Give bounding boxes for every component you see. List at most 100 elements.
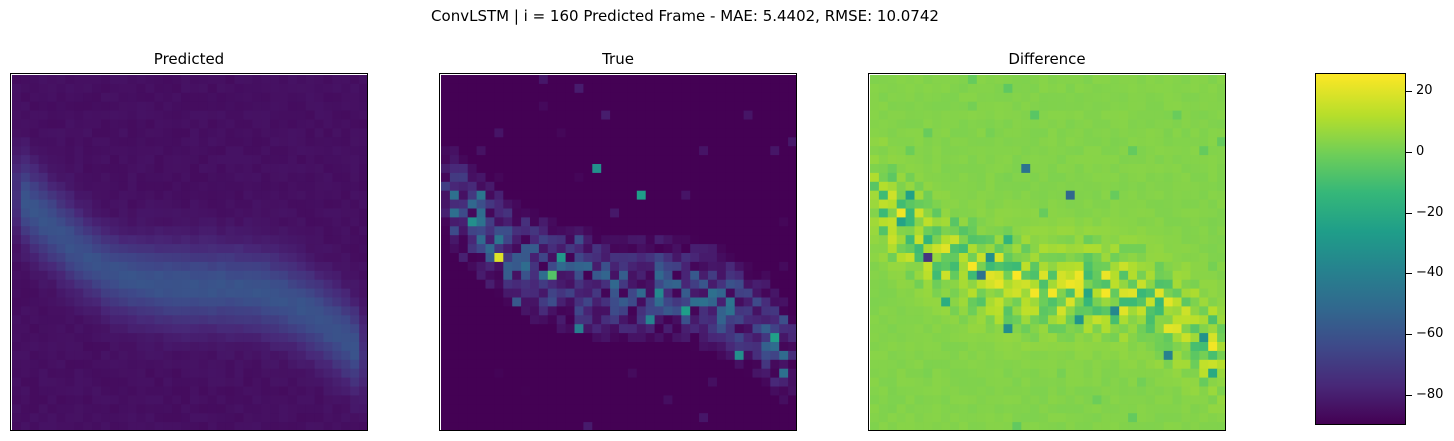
difference-cell bbox=[1190, 279, 1200, 289]
true-cell bbox=[610, 172, 620, 183]
true-cell bbox=[734, 110, 744, 120]
difference-cell bbox=[1012, 359, 1022, 370]
predicted-cell bbox=[216, 261, 226, 272]
difference-cell bbox=[1039, 137, 1049, 147]
true-cell bbox=[485, 297, 495, 307]
predicted-cell bbox=[38, 199, 48, 209]
predicted-cell bbox=[359, 422, 367, 430]
predicted-cell bbox=[287, 333, 298, 343]
difference-cell bbox=[985, 368, 995, 378]
predicted-cell bbox=[270, 404, 280, 414]
predicted-cell bbox=[279, 306, 289, 316]
predicted-cell bbox=[65, 92, 75, 103]
predicted-cell bbox=[145, 155, 155, 165]
difference-cell bbox=[994, 342, 1004, 352]
true-cell bbox=[521, 137, 531, 147]
difference-cell bbox=[870, 75, 880, 85]
predicted-cell bbox=[296, 350, 307, 361]
difference-cell bbox=[941, 395, 951, 405]
true-cell bbox=[654, 164, 664, 174]
predicted-cell bbox=[101, 288, 111, 298]
difference-cell bbox=[994, 146, 1004, 156]
true-cell bbox=[458, 146, 469, 156]
true-cell bbox=[530, 226, 540, 236]
predicted-cell bbox=[190, 395, 200, 405]
difference-cell bbox=[1145, 422, 1156, 430]
predicted-cell bbox=[29, 119, 40, 129]
true-cell bbox=[645, 110, 655, 120]
difference-cell bbox=[1208, 181, 1218, 192]
difference-cell bbox=[1048, 181, 1058, 192]
true-cell bbox=[565, 164, 575, 174]
predicted-cell bbox=[234, 128, 244, 138]
difference-cell bbox=[1154, 395, 1165, 405]
predicted-cell bbox=[359, 101, 367, 111]
predicted-cell bbox=[279, 288, 289, 298]
true-cell bbox=[743, 181, 753, 192]
predicted-cell bbox=[136, 172, 146, 183]
predicted-cell bbox=[234, 261, 244, 272]
predicted-cell bbox=[181, 324, 191, 334]
difference-cell bbox=[1012, 288, 1022, 298]
difference-cell bbox=[1128, 324, 1138, 334]
true-cell bbox=[494, 404, 504, 414]
true-cell bbox=[779, 92, 789, 103]
predicted-cell bbox=[172, 333, 182, 343]
predicted-cell bbox=[65, 128, 75, 138]
true-cell bbox=[636, 164, 647, 174]
predicted-cell bbox=[296, 297, 307, 307]
true-cell bbox=[601, 422, 611, 430]
difference-cell bbox=[950, 244, 960, 254]
true-cell bbox=[770, 368, 780, 378]
predicted-cell bbox=[145, 244, 155, 254]
true-cell bbox=[556, 270, 566, 281]
difference-cell bbox=[1163, 404, 1173, 414]
difference-cell bbox=[994, 226, 1004, 236]
predicted-cell bbox=[145, 137, 155, 147]
difference-cell bbox=[1012, 377, 1022, 387]
true-cell bbox=[770, 324, 780, 334]
predicted-cell bbox=[101, 297, 111, 307]
predicted-cell bbox=[172, 244, 182, 254]
predicted-cell bbox=[216, 350, 226, 361]
difference-cell bbox=[1074, 75, 1084, 85]
true-cell bbox=[779, 119, 789, 129]
predicted-cell bbox=[127, 342, 137, 352]
predicted-cell bbox=[323, 75, 333, 85]
true-cell bbox=[583, 386, 593, 396]
difference-cell bbox=[994, 315, 1004, 325]
difference-cell bbox=[1163, 342, 1173, 352]
true-cell bbox=[476, 155, 486, 165]
true-cell bbox=[601, 128, 611, 138]
difference-cell bbox=[1083, 350, 1093, 361]
true-cell bbox=[672, 270, 682, 281]
predicted-cell bbox=[38, 128, 48, 138]
predicted-cell bbox=[287, 208, 298, 218]
difference-cell bbox=[905, 244, 915, 254]
true-cell bbox=[761, 377, 771, 387]
true-cell bbox=[690, 315, 700, 325]
difference-cell bbox=[870, 244, 880, 254]
difference-cell bbox=[887, 208, 898, 218]
true-cell bbox=[458, 324, 469, 334]
difference-cell bbox=[1208, 342, 1218, 352]
difference-cell bbox=[1074, 315, 1084, 325]
predicted-cell bbox=[109, 235, 120, 245]
difference-cell bbox=[1181, 164, 1191, 174]
predicted-cell bbox=[56, 386, 66, 396]
difference-cell bbox=[941, 75, 951, 85]
predicted-cell bbox=[332, 368, 342, 378]
difference-cell bbox=[1128, 101, 1138, 111]
difference-cell bbox=[1101, 270, 1111, 281]
true-cell bbox=[485, 217, 495, 227]
difference-cell bbox=[985, 226, 995, 236]
true-cell bbox=[636, 217, 647, 227]
true-cell bbox=[503, 190, 513, 200]
difference-cell bbox=[1012, 253, 1022, 263]
true-cell bbox=[538, 226, 549, 236]
difference-cell bbox=[976, 83, 987, 94]
difference-cell bbox=[1003, 279, 1013, 289]
true-cell bbox=[467, 119, 477, 129]
predicted-cell bbox=[172, 359, 182, 370]
true-cell bbox=[708, 253, 718, 263]
